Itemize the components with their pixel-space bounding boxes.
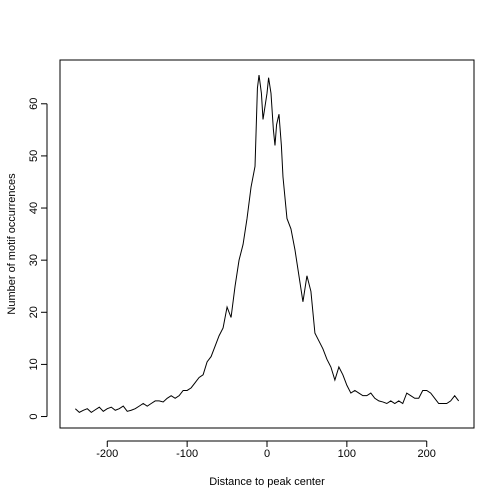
x-tick-label: 0: [264, 448, 270, 460]
y-tick-label: 50: [28, 150, 40, 162]
x-tick-label: 200: [418, 448, 436, 460]
y-tick-label: 40: [28, 202, 40, 214]
y-tick-label: 30: [28, 254, 40, 266]
y-tick-label: 10: [28, 358, 40, 370]
y-axis-label: Number of motif occurrences: [6, 173, 18, 315]
line-series: [74, 75, 460, 413]
x-tick-label: 100: [338, 448, 356, 460]
y-tick-label: 60: [28, 98, 40, 110]
x-tick-label: -100: [176, 448, 198, 460]
y-tick-label: 20: [28, 306, 40, 318]
y-tick-label: 0: [28, 413, 40, 419]
x-axis-label: Distance to peak center: [209, 476, 325, 488]
plot-frame: [59, 59, 475, 429]
x-tick-label: -200: [96, 448, 118, 460]
